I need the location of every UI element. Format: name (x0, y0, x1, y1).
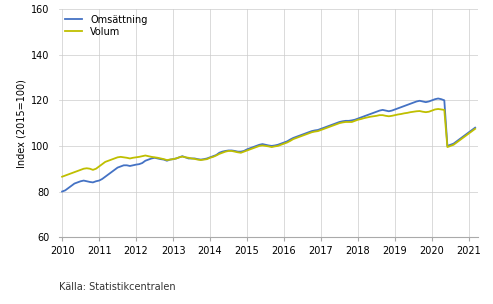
Volum (472, 127, 478, 131)
Volum (293, 136, 299, 140)
Legend: Omsättning, Volum: Omsättning, Volum (62, 12, 150, 40)
Volum (59, 175, 65, 178)
Volum (355, 118, 361, 122)
Volum (417, 109, 423, 113)
Omsättning (155, 157, 161, 160)
Omsättning (417, 99, 423, 103)
Volum (278, 143, 284, 147)
Omsättning (59, 190, 65, 193)
Volum (155, 156, 161, 160)
Text: Källa: Statistikcentralen: Källa: Statistikcentralen (59, 282, 176, 292)
Omsättning (355, 117, 361, 120)
Omsättning (278, 142, 284, 145)
Volum (435, 107, 441, 111)
Omsättning (472, 126, 478, 130)
Omsättning (448, 143, 454, 147)
Y-axis label: Index (2015=100): Index (2015=100) (17, 79, 27, 168)
Line: Omsättning: Omsättning (62, 98, 475, 192)
Volum (448, 144, 454, 148)
Line: Volum: Volum (62, 109, 475, 177)
Omsättning (435, 97, 441, 100)
Omsättning (293, 135, 299, 139)
